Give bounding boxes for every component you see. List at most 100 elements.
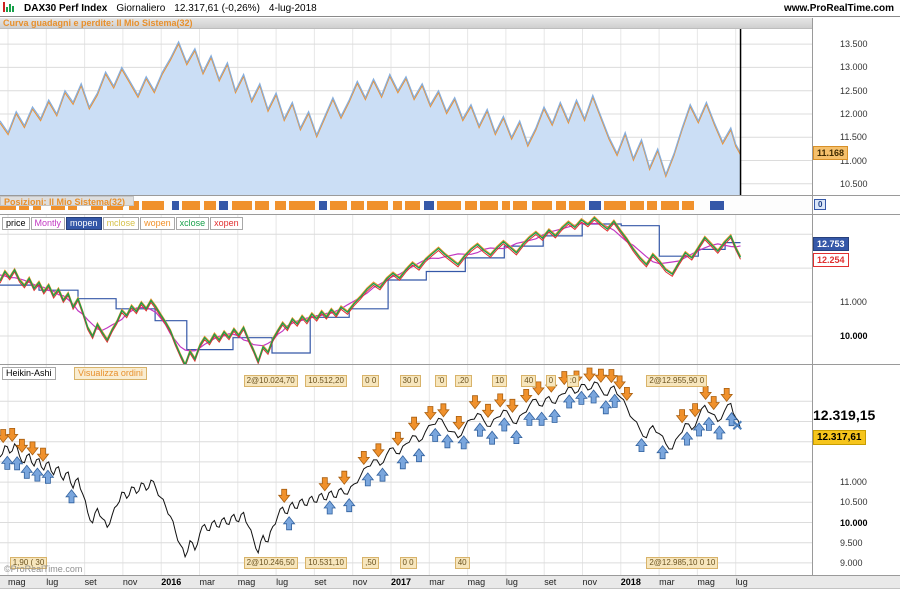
date-axis-label: lug: [505, 577, 518, 587]
buy-arrow-icon: [725, 412, 738, 427]
y-axis-tick: 10.500: [840, 178, 868, 189]
equity-curve-chart[interactable]: [0, 18, 812, 195]
long-position-segment: [289, 201, 315, 210]
date-axis-label: nov: [352, 577, 368, 587]
xclose-line: [0, 216, 742, 364]
sell-arrow-icon: [620, 387, 634, 402]
buy-arrow-icon: [575, 390, 588, 405]
date-axis-label: mag: [8, 577, 26, 587]
xopen-value-badge: 12.254: [813, 253, 849, 267]
sell-arrow-icon: [493, 393, 507, 408]
sell-arrow-icon: [357, 451, 371, 466]
legend-item-price[interactable]: price: [2, 217, 30, 230]
long-position-segment: [405, 201, 420, 210]
y-axis-tick: 11.500: [840, 132, 867, 143]
order-annotation-chip: 40: [454, 557, 470, 569]
buy-arrow-icon: [361, 472, 375, 487]
date-axis[interactable]: [0, 575, 900, 589]
heikin-ashi-label[interactable]: Heikin-Ashi: [2, 367, 56, 380]
price-axis-border: [812, 18, 813, 575]
show-orders-button[interactable]: Visualizza ordini: [74, 367, 147, 380]
order-annotation-chip: 2@12.955,90 0: [646, 375, 708, 387]
sell-arrow-icon: [0, 429, 10, 444]
order-annotation-chip: 1,90 ( 30: [9, 557, 48, 569]
y-axis-tick: 10.000: [840, 330, 868, 341]
sell-arrow-icon: [468, 395, 482, 410]
short-position-segment: [589, 201, 601, 210]
equity-area: [0, 41, 741, 195]
instrument-chart-icon: [3, 1, 15, 16]
buy-arrow-icon: [535, 411, 548, 426]
order-annotation-chip: 10: [492, 375, 507, 387]
legend-item-wopen[interactable]: wopen: [140, 217, 175, 230]
sell-arrow-icon: [583, 367, 596, 382]
timeframe-label[interactable]: Giornaliero: [116, 2, 166, 14]
sell-arrow-icon: [688, 403, 702, 418]
legend-item-Montly[interactable]: Montly: [30, 217, 66, 230]
exit-cross-icon: [732, 420, 743, 430]
quote-date: 4-lug-2018: [268, 2, 317, 14]
price-chart[interactable]: [0, 215, 812, 364]
heikin-ashi-line: [0, 381, 741, 559]
sell-arrow-icon: [707, 396, 721, 411]
long-position-segment: [367, 201, 388, 210]
sell-arrow-icon: [337, 470, 351, 485]
buy-arrow-icon: [692, 422, 706, 437]
buy-arrow-icon: [635, 437, 648, 452]
legend-item-mopen[interactable]: mopen: [66, 217, 102, 230]
buy-arrow-icon: [608, 393, 622, 408]
long-position-segment: [232, 201, 252, 210]
date-axis-label: set: [84, 577, 97, 587]
long-position-segment: [630, 201, 644, 210]
date-axis-label: set: [314, 577, 327, 587]
equity-panel-title: Curva guadagni e perdite: Il Mio Sistema…: [0, 18, 812, 29]
long-position-segment: [502, 201, 510, 210]
date-axis-label: mag: [237, 577, 256, 587]
positions-zero-badge: 0: [814, 199, 827, 210]
long-position-segment: [556, 201, 566, 210]
date-axis-label: nov: [122, 577, 138, 587]
long-position-segment: [604, 201, 626, 210]
date-axis-label: 2017: [391, 577, 412, 587]
long-position-segment: [142, 201, 164, 210]
heikin-ashi-chart[interactable]: [0, 365, 812, 575]
y-axis-tick: 9.000: [840, 557, 863, 568]
site-link[interactable]: www.ProRealTime.com: [783, 2, 894, 14]
sell-arrow-icon: [481, 403, 495, 418]
order-annotation-chip: 40: [521, 375, 537, 387]
buy-arrow-icon: [562, 394, 576, 409]
legend-item-mclose[interactable]: mclose: [102, 217, 140, 230]
short-position-segment: [319, 201, 327, 210]
order-annotation-chip: :0: [566, 375, 580, 387]
legend-item-xclose[interactable]: xclose: [175, 217, 210, 230]
y-axis-tick: 13.000: [840, 62, 868, 73]
buy-arrow-icon: [441, 434, 454, 449]
long-position-segment: [480, 201, 498, 210]
legend-item-xopen[interactable]: xopen: [210, 217, 243, 230]
sell-arrow-icon: [391, 431, 405, 446]
panel-separator: [0, 195, 900, 196]
buy-arrow-icon: [65, 489, 78, 504]
sell-arrow-icon: [675, 409, 689, 424]
sell-arrow-icon: [699, 386, 712, 401]
equity-orange-line: [0, 42, 741, 179]
date-axis-label: mag: [467, 577, 486, 587]
sell-arrow-icon: [605, 369, 618, 384]
y-axis-tick: 11.000: [840, 477, 867, 488]
long-position-segment: [682, 201, 694, 210]
chart-header: DAX30 Perf Index Giornaliero 12.317,61 (…: [0, 0, 900, 17]
long-position-segment: [513, 201, 527, 210]
buy-arrow-icon: [0, 455, 14, 470]
date-axis-label: lug: [46, 577, 59, 587]
instrument-name[interactable]: DAX30 Perf Index: [24, 2, 108, 14]
buy-arrow-icon: [31, 467, 44, 482]
buy-arrow-icon: [680, 431, 694, 446]
buy-arrow-icon: [497, 417, 511, 432]
order-annotation-chip: 30 0: [399, 375, 422, 387]
sell-arrow-icon: [407, 416, 421, 431]
buy-arrow-icon: [548, 408, 561, 423]
buy-arrow-icon: [587, 389, 600, 404]
date-axis-label: mag: [697, 577, 715, 587]
long-position-segment: [661, 201, 679, 210]
date-axis-label: nov: [582, 577, 598, 587]
